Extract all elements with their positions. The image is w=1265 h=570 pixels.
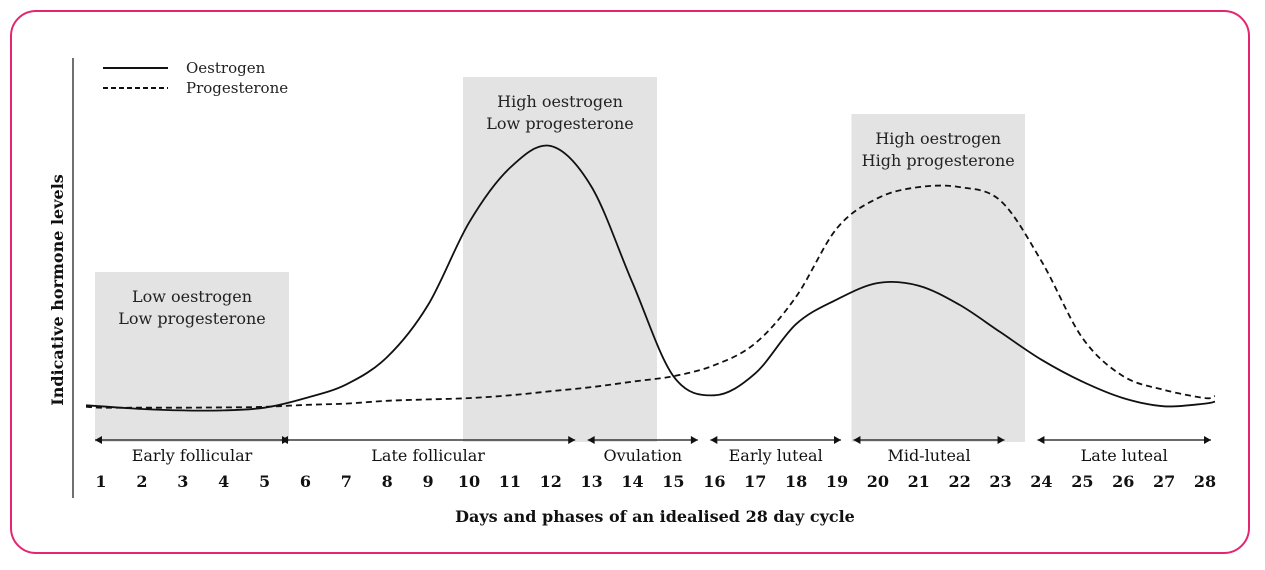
x-tick-label: 25	[1071, 472, 1093, 491]
series-oestrogen-line	[85, 144, 1216, 412]
legend-oestrogen-label: Oestrogen	[186, 59, 266, 77]
band-1	[95, 272, 289, 442]
y-axis-title: Indicative hormone levels	[48, 174, 67, 406]
x-tick-label: 3	[177, 472, 188, 491]
x-tick-label: 10	[458, 472, 480, 491]
x-tick-label: 28	[1194, 472, 1216, 491]
phase-late-follicular-label: Late follicular	[371, 446, 485, 465]
band-3-label-line-1: High oestrogen	[875, 129, 1001, 148]
x-tick-label: 26	[1112, 472, 1134, 491]
x-tick-labels: 1 2 3 4 5 6 7 8 9 10 11 12 13 14 15 16 17 18 19 20 21 22 23 24 2…	[95, 472, 1216, 491]
band-2	[463, 77, 657, 442]
x-tick-label: 19	[826, 472, 848, 491]
phase-mid-luteal-arrowhead-right	[997, 436, 1005, 444]
x-tick-label: 20	[867, 472, 889, 491]
phase-late-follicular-arrowhead-right	[568, 436, 576, 444]
phase-early-follicular-label: Early follicular	[132, 446, 253, 465]
x-tick-label: 13	[581, 472, 603, 491]
x-tick-label: 24	[1030, 472, 1052, 491]
phase-early-luteal-arrowhead-left	[710, 436, 718, 444]
x-tick-label: 17	[744, 472, 766, 491]
x-tick-label: 9	[423, 472, 434, 491]
band-1-label-line-2: Low progesterone	[118, 309, 265, 328]
band-1-label-line-1: Low oestrogen	[132, 287, 252, 306]
phase-late-follicular-arrowhead-left	[281, 436, 288, 444]
x-tick-label: 7	[341, 472, 352, 491]
x-tick-label: 14	[621, 472, 643, 491]
phase-ovulation-arrowhead-right	[690, 436, 698, 444]
phase-mid-luteal-label: Mid-luteal	[887, 446, 970, 465]
x-tick-label: 2	[136, 472, 147, 491]
x-tick-label: 6	[300, 472, 311, 491]
x-tick-label: 11	[499, 472, 521, 491]
x-tick-label: 21	[908, 472, 930, 491]
x-tick-label: 22	[949, 472, 971, 491]
x-tick-label: 16	[703, 472, 725, 491]
x-tick-label: 8	[382, 472, 393, 491]
x-tick-label: 5	[259, 472, 270, 491]
phase-early-follicular-arrowhead-left	[95, 436, 102, 444]
x-tick-label: 27	[1153, 472, 1175, 491]
phase-late-luteal-arrowhead-left	[1037, 436, 1045, 444]
phase-late-luteal-label: Late luteal	[1081, 446, 1168, 465]
phase-early-luteal-label: Early luteal	[729, 446, 823, 465]
phase-late-luteal-arrowhead-right	[1204, 436, 1211, 444]
x-tick-label: 18	[785, 472, 807, 491]
band-3-label-line-2: High progesterone	[862, 151, 1015, 170]
x-tick-label: 1	[95, 472, 106, 491]
band-2-label-line-2: Low progesterone	[486, 114, 633, 133]
x-tick-label: 15	[662, 472, 684, 491]
phase-early-luteal-arrowhead-right	[834, 436, 841, 444]
legend: Oestrogen Progesterone	[103, 59, 288, 97]
highlight-bands: Low oestrogen Low progesterone High oestro…	[95, 77, 1025, 442]
x-axis-title: Days and phases of an idealised 28 day c…	[455, 507, 855, 526]
x-tick-label: 12	[540, 472, 562, 491]
x-tick-label: 23	[989, 472, 1011, 491]
phase-arrows: Early follicular Late follicular Ovulation…	[95, 436, 1211, 465]
legend-progesterone-label: Progesterone	[186, 79, 288, 97]
band-3	[851, 114, 1025, 442]
phase-mid-luteal-arrowhead-left	[853, 436, 861, 444]
x-tick-label: 4	[218, 472, 229, 491]
series-lines	[85, 144, 1216, 412]
band-2-label-line-1: High oestrogen	[497, 92, 623, 111]
phase-ovulation-label: Ovulation	[603, 446, 682, 465]
phase-ovulation-arrowhead-left	[587, 436, 595, 444]
